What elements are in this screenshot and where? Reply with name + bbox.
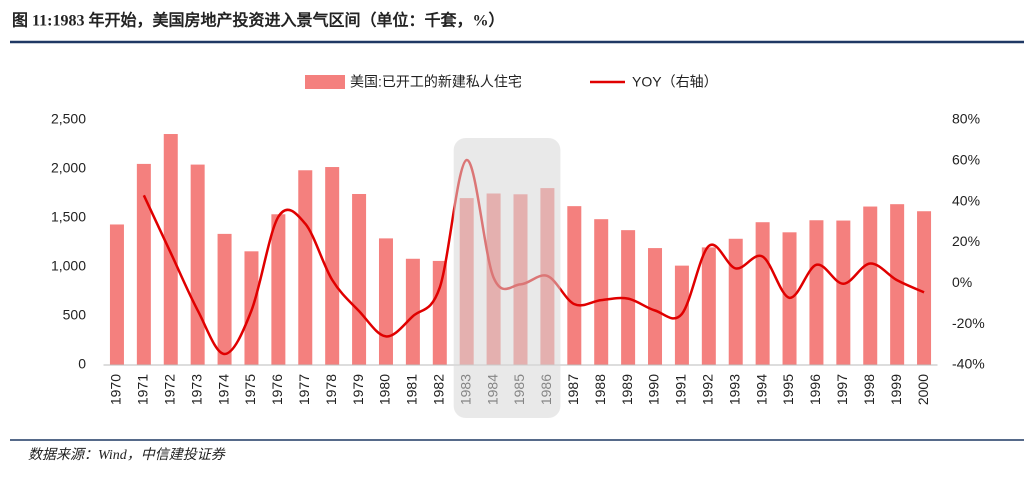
- x-tick-label: 1977: [296, 374, 312, 405]
- x-tick-label: 1979: [350, 374, 366, 405]
- x-tick-label: 1975: [242, 374, 258, 405]
- y2-tick-label: 0%: [952, 274, 972, 290]
- x-tick-label: 1980: [377, 374, 393, 405]
- x-tick-label: 1989: [619, 374, 635, 405]
- x-tick-label: 1974: [215, 374, 231, 405]
- y-tick-label: 500: [63, 307, 87, 323]
- bar: [567, 206, 582, 365]
- y-tick-label: 2,000: [51, 160, 86, 176]
- y2-tick-label: -40%: [952, 356, 985, 372]
- bar: [809, 220, 824, 365]
- x-tick-label: 1993: [726, 374, 742, 405]
- x-tick-label: 1971: [135, 374, 151, 405]
- bar: [217, 233, 232, 365]
- x-tick-label: 1978: [323, 374, 339, 405]
- bar: [648, 248, 663, 365]
- y2-tick-label: 20%: [952, 233, 980, 249]
- x-tick-label: 1994: [753, 374, 769, 405]
- x-tick-label: 1976: [269, 374, 285, 405]
- x-tick-label: 1988: [592, 374, 608, 405]
- x-tick-label: 1970: [108, 374, 124, 405]
- source: 数据来源：Wind，中信建投证券: [28, 447, 226, 463]
- x-tick-label: 1998: [861, 374, 877, 405]
- x-tick-label: 1997: [834, 374, 850, 405]
- bar: [755, 222, 770, 365]
- bar: [271, 214, 286, 365]
- legend-label: 美国:已开工的新建私人住宅: [350, 74, 522, 90]
- bar: [863, 206, 878, 365]
- x-tick-label: 2000: [915, 374, 931, 405]
- y-tick-label: 1,500: [51, 209, 86, 225]
- y-tick-label: 2,500: [51, 111, 86, 127]
- bar: [836, 220, 851, 365]
- x-tick-label: 1982: [430, 374, 446, 405]
- bar: [917, 211, 932, 365]
- legend-label: YOY（右轴）: [632, 74, 718, 90]
- y-tick-label: 1,000: [51, 258, 86, 274]
- bar: [405, 258, 420, 365]
- chart-title: 图 11:1983 年开始，美国房地产投资进入景气区间（单位：千套，%）: [12, 11, 504, 30]
- x-tick-label: 1990: [646, 374, 662, 405]
- x-tick-label: 1972: [161, 374, 177, 405]
- x-tick-label: 1996: [807, 374, 823, 405]
- legend-swatch: [305, 75, 345, 89]
- bar: [728, 238, 743, 365]
- y2-tick-label: 40%: [952, 192, 980, 208]
- bar: [352, 193, 367, 365]
- x-tick-label: 1992: [700, 374, 716, 405]
- x-tick-label: 1995: [780, 374, 796, 405]
- y2-tick-label: 80%: [952, 111, 980, 127]
- bar: [190, 164, 205, 365]
- x-tick-label: 1987: [565, 374, 581, 405]
- bar: [325, 167, 340, 365]
- bar: [163, 134, 178, 365]
- bar: [298, 170, 313, 365]
- x-tick-label: 1991: [673, 374, 689, 405]
- x-tick-label: 1981: [404, 374, 420, 405]
- y2-tick-label: 60%: [952, 152, 980, 168]
- y2-tick-label: -20%: [952, 315, 985, 331]
- bar: [701, 247, 716, 365]
- x-tick-label: 1973: [188, 374, 204, 405]
- bar: [432, 260, 447, 365]
- highlight-zone: [453, 138, 561, 418]
- bar: [890, 204, 905, 365]
- bar: [378, 238, 393, 365]
- bar: [136, 163, 151, 365]
- x-tick-label: 1999: [888, 374, 904, 405]
- bar: [109, 224, 124, 365]
- bar: [594, 219, 609, 365]
- y-tick-label: 0: [78, 356, 86, 372]
